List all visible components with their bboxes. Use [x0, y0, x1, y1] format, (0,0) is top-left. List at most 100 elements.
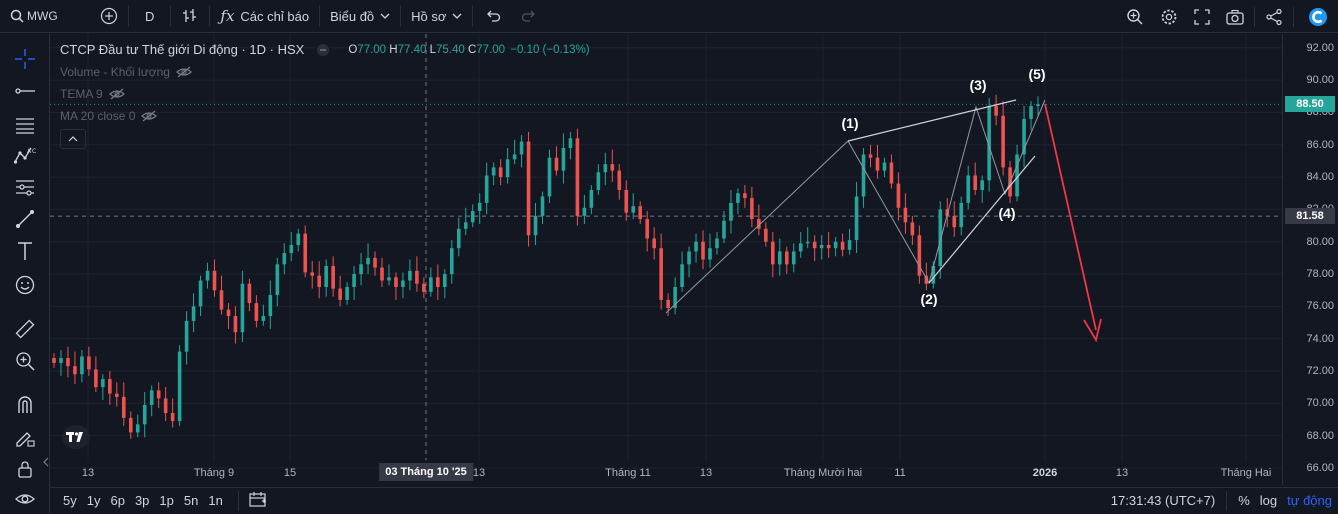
candle: [666, 293, 670, 317]
fib-tool[interactable]: [10, 110, 40, 140]
candle: [771, 232, 775, 278]
wave-label: (2): [920, 291, 937, 307]
candle: [638, 201, 643, 224]
candle: [764, 222, 768, 247]
chart-type-button[interactable]: Biểu đồ: [322, 0, 398, 33]
candle-body: [533, 215, 538, 236]
price-axis[interactable]: 92.0090.0088.0086.0084.0082.0080.0078.00…: [1282, 34, 1338, 485]
zoom-tool[interactable]: [10, 346, 40, 376]
compare-button[interactable]: [92, 0, 126, 33]
emoji-tool[interactable]: [10, 270, 40, 300]
tradingview-logo[interactable]: [62, 425, 90, 449]
symbol-search[interactable]: MWG: [0, 0, 92, 33]
log-toggle[interactable]: log: [1259, 493, 1278, 508]
candle: [477, 193, 482, 224]
percent-toggle[interactable]: %: [1238, 493, 1250, 508]
candle: [589, 185, 594, 215]
chart-grid: [50, 34, 1282, 469]
fullscreen-button[interactable]: [1186, 0, 1218, 33]
text-tool[interactable]: [10, 236, 40, 266]
candle: [924, 262, 929, 291]
indicators-button[interactable]: ƒx Các chỉ báo: [212, 0, 317, 33]
eye-off-icon[interactable]: [108, 88, 125, 100]
candle-body: [331, 265, 335, 289]
time-label: Tháng 11: [605, 467, 651, 479]
toolbar-divider: [319, 6, 321, 26]
candle: [673, 277, 677, 315]
lock-tool[interactable]: [10, 454, 40, 484]
down-arrow-head: [1083, 318, 1102, 343]
range-5y[interactable]: 5y: [63, 493, 77, 508]
drawing-mode-tool[interactable]: [10, 422, 40, 452]
candle: [812, 235, 817, 262]
eye-off-icon[interactable]: [141, 110, 158, 122]
candle-body: [1022, 118, 1026, 155]
candle: [833, 236, 838, 257]
range-1p[interactable]: 1p: [159, 493, 174, 508]
candle-body: [415, 270, 419, 284]
candle: [394, 272, 398, 300]
share-icon: [1265, 8, 1283, 26]
chart-pane[interactable]: (1) (2) (3) (4) (5) CTCP Đầu tư Thế giới Di …: [50, 34, 1282, 485]
candle-body: [87, 356, 91, 370]
interval-button[interactable]: D: [145, 8, 155, 24]
legend-tema[interactable]: TEMA 9: [60, 87, 125, 101]
candle-body: [722, 220, 726, 239]
profile-button[interactable]: Hồ sơ: [403, 0, 470, 33]
quick-search-button[interactable]: [1118, 0, 1152, 33]
low-value: 75.40: [435, 43, 465, 56]
clock[interactable]: 17:31:43 (UTC+7): [1110, 493, 1216, 508]
redo-button[interactable]: [511, 0, 547, 33]
price-label: 78.00: [1306, 268, 1334, 281]
candle-body: [498, 167, 503, 178]
range-1n[interactable]: 1n: [208, 493, 223, 508]
auto-toggle[interactable]: tự động: [1287, 493, 1332, 508]
candle-body: [882, 162, 887, 171]
candle-body: [715, 238, 719, 249]
candle-body: [645, 219, 649, 239]
candle-body: [973, 175, 977, 191]
magnet-tool[interactable]: [10, 390, 40, 420]
legend-title[interactable]: CTCP Đầu tư Thế giới Di động · 1D · HSX: [60, 42, 305, 57]
eye-off-icon[interactable]: [176, 66, 192, 78]
collapse-legend-button[interactable]: [60, 129, 86, 149]
close-value: 77.00: [476, 43, 506, 56]
candle-body: [352, 274, 356, 287]
crosshair-tool[interactable]: [10, 44, 40, 74]
share-button[interactable]: [1257, 0, 1291, 33]
price-chart[interactable]: (1) (2) (3) (4) (5): [50, 34, 1282, 485]
trend-line-tool[interactable]: [10, 76, 40, 106]
legend-volume[interactable]: Volume - Khối lượng: [60, 65, 192, 79]
brand-logo-button[interactable]: [1296, 0, 1338, 33]
bar-style-button[interactable]: [173, 0, 207, 33]
camera-button[interactable]: [1218, 0, 1252, 33]
ruler-tool[interactable]: [10, 314, 40, 344]
visibility-tool[interactable]: [10, 484, 40, 514]
brand-logo-icon: [1308, 7, 1328, 27]
collapse-toolbar-button[interactable]: [42, 454, 50, 470]
candle: [240, 270, 245, 342]
range-1y[interactable]: 1y: [86, 493, 101, 508]
candle-body: [429, 277, 433, 292]
range-5n[interactable]: 5n: [183, 493, 199, 508]
time-label: 11: [894, 467, 906, 479]
settings-button[interactable]: [1152, 0, 1186, 33]
undo-button[interactable]: [475, 0, 511, 33]
candle: [526, 131, 531, 247]
candle: [882, 157, 887, 178]
range-3p[interactable]: 3p: [134, 493, 150, 508]
measure-tool[interactable]: [10, 172, 40, 202]
legend-ma[interactable]: MA 20 close 0: [60, 109, 158, 123]
range-6p[interactable]: 6p: [110, 493, 125, 508]
candle-body: [736, 193, 740, 203]
date-range-button[interactable]: [241, 491, 275, 510]
time-label: Tháng Hai: [1220, 467, 1272, 479]
candle-body: [729, 202, 733, 221]
time-axis[interactable]: 13 Tháng 9 15 13 Tháng 11 13 Tháng Mười hai 11 2…: [50, 460, 1282, 485]
time-label: 13: [472, 467, 486, 479]
candle: [282, 243, 287, 275]
candle: [861, 147, 866, 208]
brush-tool[interactable]: [10, 204, 40, 234]
bottom-right: 17:31:43 (UTC+7) % log tự động: [1106, 490, 1338, 511]
